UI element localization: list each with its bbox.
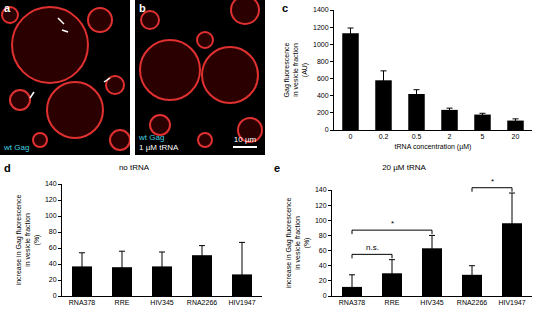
svg-text:20: 20 (319, 277, 327, 284)
svg-text:80: 80 (319, 232, 327, 239)
svg-text:RNA378: RNA378 (69, 299, 96, 306)
svg-text:1200: 1200 (313, 24, 329, 31)
svg-text:b: b (139, 2, 146, 14)
svg-text:n.s.: n.s. (366, 243, 379, 252)
svg-text:*: * (491, 177, 494, 186)
svg-text:no tRNA: no tRNA (119, 163, 150, 172)
svg-text:10 µm: 10 µm (234, 135, 257, 144)
svg-text:2: 2 (448, 133, 452, 140)
html-text:c: c (282, 2, 289, 14)
svg-text:40: 40 (49, 260, 57, 267)
svg-text:80: 80 (49, 228, 57, 235)
svg-text:140: 140 (45, 180, 57, 187)
svg-text:tRNA concentration (µM): tRNA concentration (µM) (395, 143, 472, 151)
svg-text:wt Gag: wt Gag (3, 143, 29, 152)
svg-text:1 µM tRNA: 1 µM tRNA (139, 143, 179, 152)
svg-text:wt Gag: wt Gag (138, 133, 164, 142)
svg-text:RRE: RRE (385, 299, 400, 306)
svg-text:0.5: 0.5 (412, 133, 422, 140)
svg-text:*: * (391, 219, 394, 228)
svg-text:100: 100 (45, 212, 57, 219)
svg-text:20 µM tRNA: 20 µM tRNA (382, 163, 426, 172)
html-text:d: d (4, 162, 11, 174)
svg-text:increase in Gag fluorescencein: increase in Gag fluorescencein vesicle f… (15, 195, 41, 286)
svg-text:120: 120 (315, 202, 327, 209)
svg-text:800: 800 (317, 58, 329, 65)
svg-text:140: 140 (315, 186, 327, 193)
svg-text:0.2: 0.2 (379, 133, 389, 140)
html-text:e: e (274, 162, 281, 174)
svg-text:0: 0 (349, 133, 353, 140)
svg-text:a: a (4, 2, 11, 14)
svg-text:200: 200 (317, 109, 329, 116)
svg-text:RNA2266: RNA2266 (457, 299, 487, 306)
svg-text:5: 5 (481, 133, 485, 140)
svg-text:0: 0 (325, 126, 329, 133)
svg-text:increase in Gag fluorescencein: increase in Gag fluorescencein vesicle f… (285, 198, 311, 289)
svg-text:RNA2266: RNA2266 (187, 299, 217, 306)
svg-text:HIV345: HIV345 (420, 299, 443, 306)
svg-text:20: 20 (512, 133, 520, 140)
svg-text:600: 600 (317, 75, 329, 82)
svg-text:Gag fluorescencein vesicle fra: Gag fluorescencein vesicle fraction(AU) (283, 42, 309, 97)
svg-text:HIV1947: HIV1947 (498, 299, 525, 306)
svg-text:HIV1947: HIV1947 (228, 299, 255, 306)
svg-text:0: 0 (53, 292, 57, 299)
svg-text:400: 400 (317, 92, 329, 99)
svg-text:20: 20 (49, 276, 57, 283)
svg-text:120: 120 (45, 196, 57, 203)
svg-text:HIV345: HIV345 (150, 299, 173, 306)
svg-text:1000: 1000 (313, 41, 329, 48)
svg-text:0: 0 (323, 292, 327, 299)
svg-text:60: 60 (319, 247, 327, 254)
svg-text:40: 40 (319, 262, 327, 269)
svg-text:RNA378: RNA378 (339, 299, 366, 306)
svg-text:100: 100 (315, 217, 327, 224)
svg-text:RRE: RRE (115, 299, 130, 306)
svg-text:60: 60 (49, 244, 57, 251)
svg-text:1400: 1400 (313, 6, 329, 13)
